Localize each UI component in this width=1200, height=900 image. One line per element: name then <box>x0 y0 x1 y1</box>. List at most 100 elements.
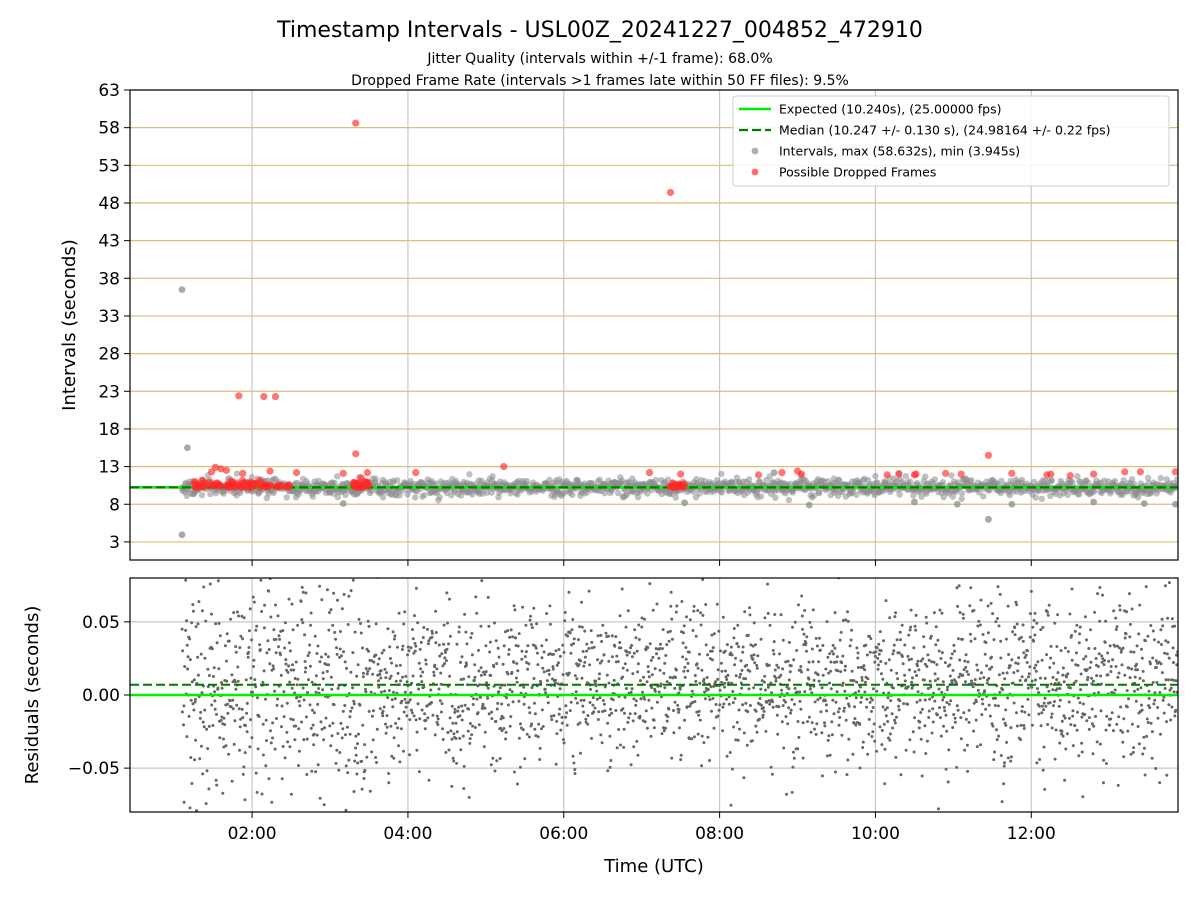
residual-point <box>825 754 829 758</box>
residual-point <box>868 700 872 704</box>
residual-point <box>990 655 993 659</box>
residual-point <box>239 634 243 638</box>
residual-point <box>646 665 650 669</box>
dropped-frame-point <box>1121 468 1129 476</box>
residual-point <box>778 652 781 656</box>
residual-point <box>299 599 303 603</box>
residual-point <box>599 733 603 737</box>
residual-point <box>958 611 962 614</box>
residual-point <box>706 688 710 691</box>
residual-point <box>927 658 931 662</box>
residual-point <box>444 751 448 754</box>
residual-point <box>518 765 522 769</box>
residual-point <box>825 620 829 624</box>
interval-point <box>980 493 987 500</box>
interval-point <box>207 490 214 498</box>
residual-point <box>301 621 305 625</box>
residual-point <box>701 578 705 581</box>
interval-point <box>940 493 947 501</box>
residual-point <box>182 800 186 804</box>
residual-point <box>382 648 386 652</box>
residual-point <box>206 667 210 671</box>
residual-point <box>433 663 437 667</box>
residual-point <box>234 650 238 654</box>
residual-point <box>907 658 911 662</box>
residual-point <box>764 688 767 692</box>
residual-point <box>1071 744 1075 748</box>
residual-point <box>1118 608 1122 612</box>
residual-point <box>724 675 728 679</box>
residual-point <box>216 579 220 583</box>
residual-point <box>282 690 286 694</box>
residual-point <box>1095 674 1099 678</box>
residual-point <box>1035 687 1039 691</box>
residual-point <box>630 655 634 659</box>
residual-point <box>252 600 256 604</box>
residual-point <box>1046 610 1049 614</box>
residual-point <box>571 754 575 758</box>
residual-point <box>577 663 581 667</box>
residual-point <box>297 749 301 753</box>
residual-point <box>705 676 709 679</box>
residual-point <box>561 643 565 647</box>
interval-point <box>178 531 186 539</box>
residual-point <box>995 738 999 742</box>
residual-point <box>976 668 980 672</box>
residual-point <box>283 646 287 650</box>
residual-point <box>494 719 498 723</box>
residual-point <box>1027 675 1030 679</box>
residual-point <box>477 669 481 673</box>
residual-point <box>1093 647 1097 650</box>
residual-point <box>923 662 927 666</box>
residual-point <box>806 668 810 672</box>
residual-point <box>541 666 545 670</box>
residual-point <box>389 724 393 728</box>
residual-point <box>716 714 720 718</box>
residual-point <box>223 723 227 726</box>
residual-point <box>239 717 243 721</box>
residual-point <box>316 644 320 648</box>
residual-point <box>727 681 730 685</box>
residual-point <box>780 688 784 692</box>
residual-point <box>316 702 320 706</box>
residual-point <box>1111 729 1115 733</box>
residual-point <box>711 697 715 700</box>
residual-point <box>811 660 815 664</box>
residual-point <box>184 821 187 824</box>
residual-point <box>893 718 897 722</box>
interval-point <box>785 496 793 504</box>
residual-point <box>271 721 275 725</box>
residual-point <box>630 643 634 647</box>
residual-point <box>1082 657 1086 661</box>
residual-point <box>1049 715 1053 719</box>
residual-point <box>695 662 699 666</box>
residual-point <box>528 618 532 622</box>
residual-point <box>692 609 696 613</box>
residual-point <box>1096 592 1100 596</box>
residual-point <box>1031 625 1035 629</box>
residual-point <box>1059 649 1063 653</box>
residual-point <box>1020 705 1024 709</box>
residual-point <box>489 674 493 677</box>
residual-point <box>791 625 794 629</box>
interval-point <box>787 480 794 488</box>
residual-point <box>1089 660 1093 664</box>
residual-point <box>1034 678 1037 682</box>
residual-point <box>1147 689 1151 693</box>
residual-point <box>857 689 861 693</box>
residual-point <box>182 723 185 727</box>
residual-point <box>564 704 568 708</box>
residual-point <box>992 758 996 762</box>
residual-point <box>248 745 252 749</box>
residual-point <box>394 722 398 725</box>
residual-point <box>723 685 727 689</box>
residual-point <box>636 753 640 757</box>
residual-point <box>215 712 218 716</box>
interval-point <box>178 286 186 293</box>
residual-point <box>875 749 879 753</box>
residual-point <box>1011 630 1015 634</box>
residual-point <box>1158 691 1162 694</box>
dropped-frame-point <box>227 477 235 485</box>
dropped-frame-point <box>292 469 301 477</box>
residual-point <box>198 757 202 761</box>
